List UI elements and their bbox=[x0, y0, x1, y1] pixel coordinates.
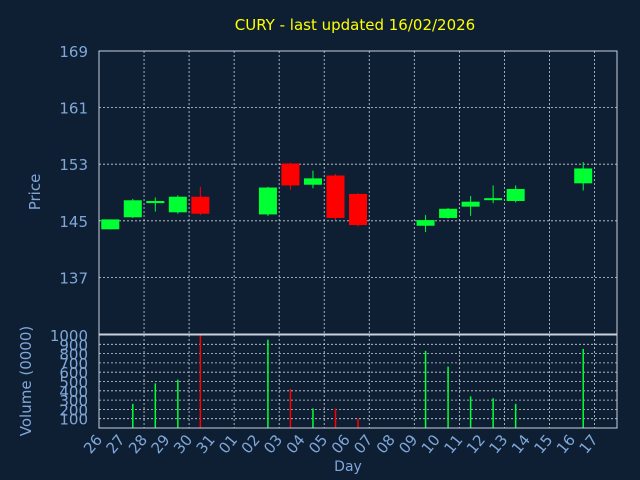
volume-bar bbox=[334, 408, 337, 428]
volume-tick-label: 800 bbox=[59, 346, 88, 364]
volume-tick-label: 900 bbox=[59, 336, 88, 354]
volume-bar bbox=[267, 339, 269, 428]
volume-tick-label: 400 bbox=[59, 383, 88, 401]
volume-tick-label: 700 bbox=[59, 355, 88, 373]
volume-tick-label: 500 bbox=[59, 374, 88, 392]
candle-body bbox=[574, 168, 593, 184]
candle-body bbox=[123, 200, 142, 218]
volume-bar bbox=[492, 398, 494, 428]
volume-bars bbox=[132, 335, 584, 428]
price-y-ticks: 137 145 153 161 169 bbox=[59, 43, 88, 287]
x-axis-ticks: 2627282930310102030405060708091011121314… bbox=[80, 431, 602, 457]
candle-body bbox=[191, 196, 210, 214]
volume-tick-label: 1000 bbox=[50, 327, 88, 345]
candle-body bbox=[326, 175, 345, 218]
candle-body bbox=[439, 208, 458, 218]
price-plot-frame bbox=[98, 50, 618, 335]
price-tick-label: 169 bbox=[59, 43, 88, 61]
volume-gridlines bbox=[99, 334, 617, 428]
price-candles bbox=[101, 162, 593, 233]
volume-tick-label: 200 bbox=[59, 401, 88, 419]
candle-body bbox=[484, 198, 503, 201]
volume-bar bbox=[447, 366, 449, 428]
volume-bar bbox=[177, 379, 179, 428]
volume-bar bbox=[199, 335, 202, 428]
volume-plot-frame bbox=[98, 334, 618, 429]
volume-bar bbox=[582, 348, 584, 428]
price-tick-label: 153 bbox=[59, 156, 88, 174]
volume-bar bbox=[469, 396, 472, 428]
price-tick-label: 161 bbox=[59, 100, 88, 118]
volume-bar bbox=[312, 408, 314, 428]
volume-bar bbox=[357, 418, 359, 428]
volume-bar bbox=[424, 350, 427, 428]
volume-tick-label: 600 bbox=[59, 364, 88, 382]
candle-body bbox=[146, 200, 165, 204]
candle-body bbox=[168, 196, 187, 213]
candle-body bbox=[281, 163, 300, 186]
volume-axis-label: Volume (0000) bbox=[17, 326, 35, 436]
volume-bar bbox=[514, 403, 517, 428]
volume-bar bbox=[132, 403, 134, 428]
candle-body bbox=[303, 178, 322, 185]
price-gridlines bbox=[99, 50, 617, 334]
x-axis-label: Day bbox=[334, 459, 362, 475]
volume-bar bbox=[154, 383, 157, 428]
price-tick-label: 137 bbox=[59, 269, 88, 287]
volume-tick-label: 100 bbox=[59, 411, 88, 429]
candle-body bbox=[461, 201, 480, 207]
price-tick-label: 145 bbox=[59, 213, 88, 231]
price-axis-label: Price bbox=[26, 174, 44, 211]
volume-bar bbox=[289, 388, 292, 428]
candle-body bbox=[101, 219, 120, 230]
volume-tick-label: 300 bbox=[59, 392, 88, 410]
candle-body bbox=[348, 193, 368, 226]
candle-body bbox=[258, 187, 277, 215]
chart-title: CURY - last updated 16/02/2026 bbox=[235, 16, 475, 34]
candle-body bbox=[506, 188, 525, 201]
candle-body bbox=[416, 220, 435, 226]
